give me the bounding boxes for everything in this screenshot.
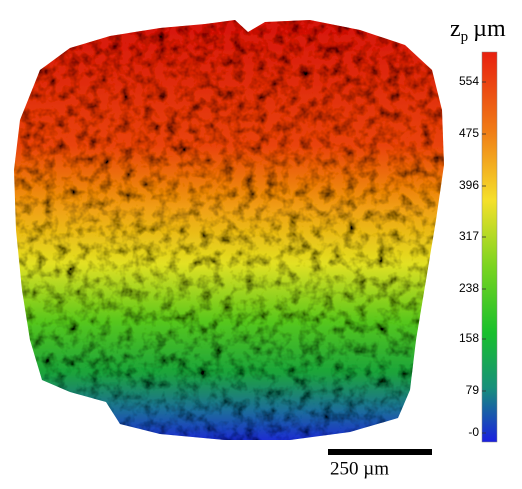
colorbar-symbol: z bbox=[450, 16, 461, 42]
colorbar-tick-label: 79 bbox=[466, 383, 480, 397]
colorbar-tick-label: 158 bbox=[459, 331, 479, 345]
colorbar-tick-label: 238 bbox=[459, 281, 479, 295]
height-map bbox=[14, 20, 444, 440]
colorbar-tick-label: 317 bbox=[459, 229, 479, 243]
colorbar-ticks: 554 475 396 317 238 158 79 -0 bbox=[459, 74, 486, 439]
colorbar-tick-label: 396 bbox=[459, 178, 479, 192]
colorbar-tick-label: -0 bbox=[468, 425, 479, 439]
colorbar bbox=[481, 51, 498, 443]
scale-bar bbox=[328, 449, 432, 455]
colorbar-tick-label: 554 bbox=[459, 74, 479, 88]
colorbar-tick-label: 475 bbox=[459, 126, 479, 140]
scale-bar-label: 250 µm bbox=[330, 458, 389, 479]
colorbar-unit: µm bbox=[473, 16, 506, 42]
colorbar-subscript: p bbox=[461, 29, 469, 45]
colorbar-label: zp µm bbox=[450, 16, 506, 45]
